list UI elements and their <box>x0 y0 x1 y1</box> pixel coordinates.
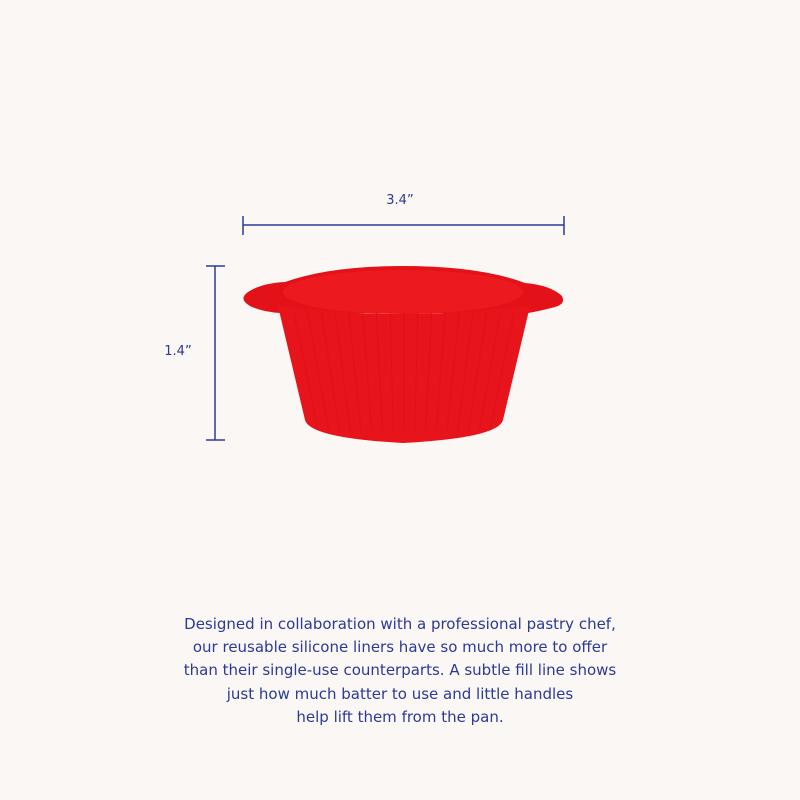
description-line: than their single-use counterparts. A su… <box>183 661 617 680</box>
liner-rib <box>425 311 433 431</box>
liner-rib <box>320 311 340 431</box>
liner-rib <box>389 311 394 431</box>
description-line: just how much batter to use and little h… <box>226 684 574 703</box>
liner-rib <box>435 311 446 431</box>
liner-rib <box>489 311 515 431</box>
width-dimension-line <box>242 216 565 235</box>
liner-rib <box>457 311 474 431</box>
description-line: our reusable silicone liners have so muc… <box>192 638 608 657</box>
liner-rib <box>362 311 373 431</box>
height-dimension-line <box>206 265 225 441</box>
product-description: Designed in collaboration with a profess… <box>100 613 700 729</box>
liner-rib <box>293 311 319 431</box>
liner-rib <box>446 311 460 431</box>
height-label: 1.4” <box>164 344 192 359</box>
liner-rib <box>478 311 501 431</box>
description-line: help lift them from the pan. <box>296 707 504 726</box>
liner-rib <box>307 311 330 431</box>
liner-rib <box>375 311 383 431</box>
width-label: 3.4” <box>386 193 414 208</box>
liner-rib <box>348 311 362 431</box>
liner-rib <box>334 311 351 431</box>
silicone-cupcake-liner <box>243 266 564 443</box>
description-line: Designed in collaboration with a profess… <box>184 615 616 633</box>
liner-rib <box>414 311 419 431</box>
liner-rib <box>468 311 488 431</box>
